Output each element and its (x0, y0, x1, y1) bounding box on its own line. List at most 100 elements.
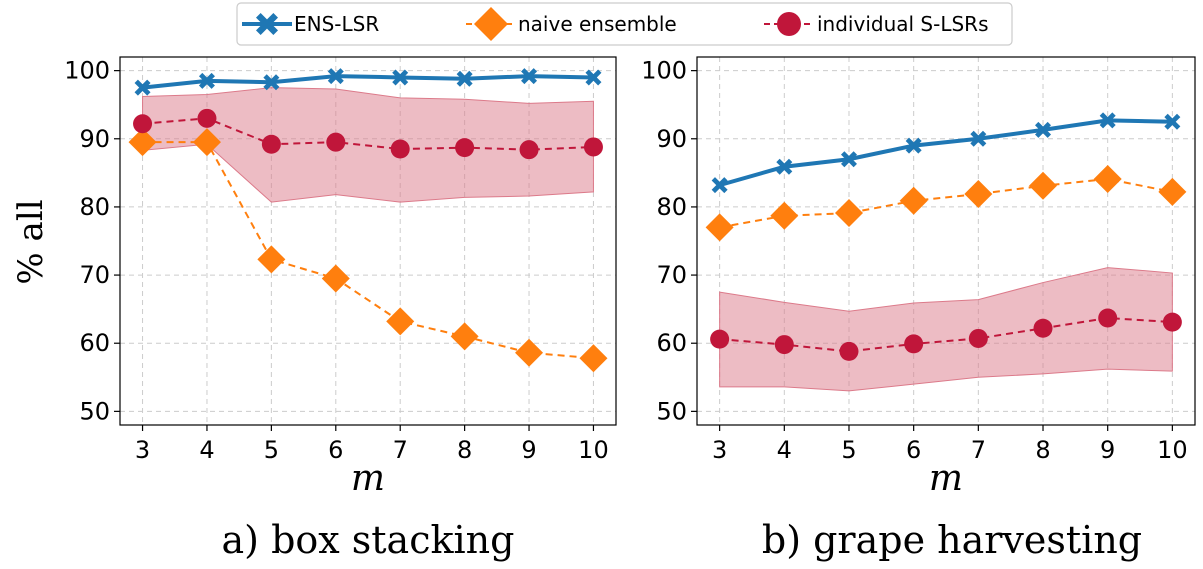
point-individual-slsrs (839, 341, 859, 361)
point-naive-ensemble (386, 307, 415, 336)
point-ens-lsr (327, 68, 344, 85)
point-individual-slsrs (583, 137, 603, 157)
point-naive-ensemble (834, 199, 863, 228)
plot-frame (119, 56, 617, 426)
legend-item-indiv: individual S-LSRs (764, 12, 988, 36)
series-line-individual-slsrs (719, 317, 1173, 353)
y-tick-label: 100 (64, 57, 110, 85)
x-tick-label: 6 (906, 436, 921, 464)
y-tick-label: 100 (641, 57, 687, 85)
y-tick-label: 90 (656, 125, 687, 153)
series-line-ens-lsr (142, 74, 594, 90)
point-naive-ensemble (899, 186, 928, 215)
chart-panel-grape-harvesting: 50 60 70 80 90 100 3 4 5 6 7 8 9 10 (641, 56, 1196, 464)
point-ens-lsr (134, 79, 151, 96)
point-ens-lsr (711, 177, 728, 194)
point-naive-ensemble (321, 264, 350, 293)
x-tick-label: 9 (521, 436, 536, 464)
point-ens-lsr (521, 68, 538, 85)
x-tick-label: 10 (578, 436, 609, 464)
point-naive-ensemble (515, 338, 544, 367)
x-tick-label: 9 (1100, 436, 1115, 464)
point-ens-lsr (198, 72, 215, 89)
point-ens-lsr (970, 130, 987, 147)
point-individual-slsrs (326, 132, 346, 152)
legend-ens-marker (256, 13, 278, 35)
point-ens-lsr (392, 69, 409, 86)
band-individual-slsrs (719, 267, 1173, 392)
x-tick-label: 6 (328, 436, 343, 464)
series-line-naive-ensemble (142, 141, 594, 360)
y-tick-label: 50 (656, 397, 687, 425)
point-naive-ensemble (1029, 171, 1058, 200)
point-naive-ensemble (128, 128, 157, 157)
y-tick-label: 80 (656, 193, 687, 221)
legend-indiv-marker (777, 12, 801, 36)
point-individual-slsrs (261, 134, 281, 154)
point-naive-ensemble (705, 213, 734, 242)
x-tick-label: 5 (264, 436, 279, 464)
point-individual-slsrs (133, 114, 153, 134)
plot-frame (696, 56, 1196, 426)
x-tick-label: 10 (1157, 436, 1188, 464)
point-individual-slsrs (1098, 308, 1118, 328)
point-naive-ensemble (450, 322, 479, 351)
series-line-ens-lsr (719, 118, 1173, 188)
point-individual-slsrs (774, 335, 794, 355)
point-ens-lsr (840, 151, 857, 168)
x-tick-label: 5 (841, 436, 856, 464)
point-individual-slsrs (1033, 318, 1053, 338)
point-individual-slsrs (390, 139, 410, 159)
x-tick-label: 3 (135, 436, 150, 464)
legend-naive-marker (474, 7, 508, 41)
caption-a: a) box stacking (222, 518, 515, 562)
point-individual-slsrs (968, 328, 988, 348)
x-tick-label: 8 (457, 436, 472, 464)
legend-label-indiv: individual S-LSRs (817, 12, 988, 36)
x-axis-label-b: m (929, 458, 963, 499)
y-tick-label: 70 (656, 261, 687, 289)
x-tick-label: 3 (712, 436, 727, 464)
legend: ENS-LSR naive ensemble individual S-LSRs (236, 2, 1013, 46)
point-individual-slsrs (197, 108, 217, 128)
point-ens-lsr (263, 74, 280, 91)
x-tick-label: 7 (393, 436, 408, 464)
y-tick-label: 70 (79, 261, 110, 289)
legend-item-naive: naive ensemble (466, 7, 677, 41)
point-ens-lsr (585, 69, 602, 86)
point-ens-lsr (1099, 112, 1116, 129)
legend-frame (236, 2, 1013, 46)
y-axis-label: % all (11, 199, 51, 284)
point-naive-ensemble (579, 344, 608, 373)
point-naive-ensemble (770, 201, 799, 230)
legend-label-naive: naive ensemble (518, 12, 677, 36)
point-naive-ensemble (192, 128, 221, 157)
legend-label-ens: ENS-LSR (294, 12, 379, 36)
x-axis-label-a: m (351, 458, 385, 499)
point-individual-slsrs (1162, 312, 1182, 332)
x-tick-label: 7 (971, 436, 986, 464)
point-ens-lsr (456, 70, 473, 87)
series-line-individual-slsrs (142, 117, 594, 151)
x-tick-label: 4 (777, 436, 792, 464)
point-ens-lsr (905, 137, 922, 154)
x-tick-label: 4 (199, 436, 214, 464)
legend-item-ens: ENS-LSR (242, 12, 379, 36)
point-naive-ensemble (1158, 177, 1187, 206)
point-naive-ensemble (257, 245, 286, 274)
point-individual-slsrs (519, 140, 539, 160)
y-tick-label: 60 (79, 329, 110, 357)
point-individual-slsrs (710, 329, 730, 349)
chart-panel-box-stacking: 50 60 70 80 90 100 3 4 5 6 7 8 9 10 (64, 56, 617, 464)
caption-b: b) grape harvesting (762, 518, 1142, 562)
point-ens-lsr (776, 158, 793, 175)
point-ens-lsr (1035, 121, 1052, 138)
x-tick-label: 8 (1035, 436, 1050, 464)
point-naive-ensemble (1093, 164, 1122, 193)
y-tick-label: 90 (79, 125, 110, 153)
y-tick-label: 60 (656, 329, 687, 357)
point-individual-slsrs (455, 138, 475, 158)
y-tick-label: 80 (79, 193, 110, 221)
point-naive-ensemble (964, 179, 993, 208)
